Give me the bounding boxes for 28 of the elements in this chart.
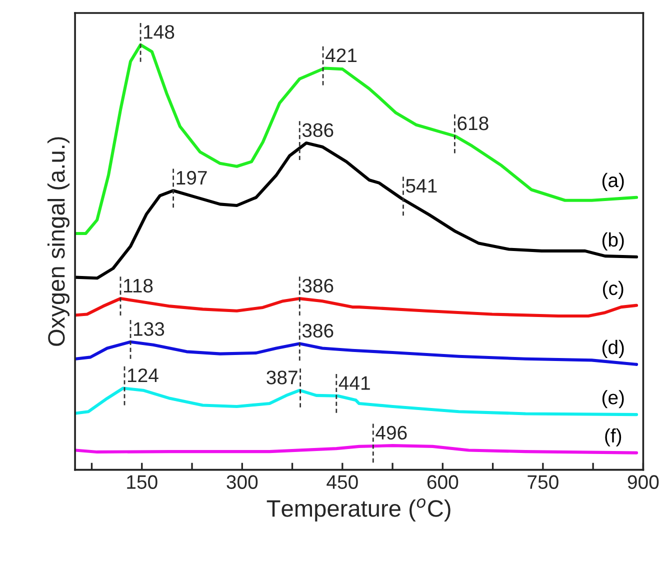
series-label: (b) xyxy=(602,232,624,251)
y-axis-title: Oxygen singal (a.u.) xyxy=(47,137,70,346)
series-label: (f) xyxy=(605,428,622,446)
annotation: 386 xyxy=(302,324,334,338)
annotation: 387 xyxy=(266,370,298,384)
x-tick-label: 450 xyxy=(326,475,358,489)
x-tick-label: 600 xyxy=(427,475,458,489)
annotation: 148 xyxy=(144,25,174,39)
annotation: 386 xyxy=(302,123,334,138)
x-tick-label: 750 xyxy=(528,475,558,489)
annotation: 441 xyxy=(338,376,370,390)
x-axis-title: Temperature ($^{o}$C) xyxy=(266,498,450,522)
series-label: (d) xyxy=(602,340,624,358)
x-tick-label: 150 xyxy=(127,475,158,489)
x-tick-label: 900 xyxy=(628,475,659,489)
annotation: 197 xyxy=(176,170,207,185)
annotation: 618 xyxy=(458,116,488,130)
annotation: 421 xyxy=(325,48,357,62)
annotation: 124 xyxy=(128,368,158,382)
series-label: (e) xyxy=(602,390,624,408)
annotation: 386 xyxy=(302,278,334,293)
series-label: (c) xyxy=(602,280,624,299)
annotation: 541 xyxy=(406,179,437,193)
annotation: 496 xyxy=(376,426,407,440)
series-label: (a) xyxy=(602,172,624,192)
x-tick-label: 300 xyxy=(226,475,258,489)
annotation: 133 xyxy=(134,322,164,336)
annotation: 118 xyxy=(124,278,153,293)
